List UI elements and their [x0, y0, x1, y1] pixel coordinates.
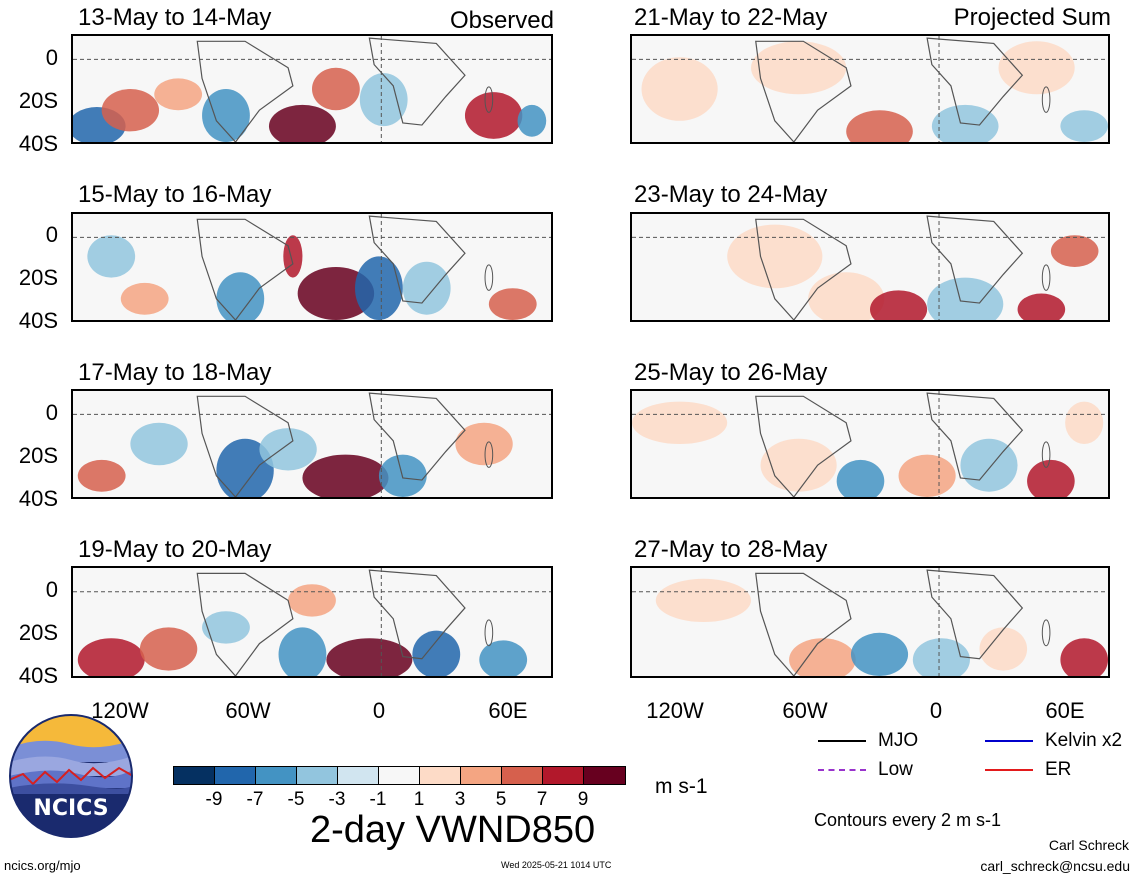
ncics-logo: NCICS	[9, 714, 133, 838]
x-tick-60w: 60W	[225, 698, 271, 723]
colorbar-label: 7	[536, 789, 548, 810]
panel-title-right-1: 21-May to 22-May	[634, 4, 828, 31]
colorbar-box-2	[214, 766, 256, 785]
colorbar-box-4	[296, 766, 338, 785]
legend-low-line	[818, 769, 866, 771]
colorbar-box-8	[460, 766, 502, 785]
legend-kelvin-label: Kelvin x2	[1045, 730, 1123, 751]
projected-sum-label: Projected Sum	[953, 4, 1111, 31]
colorbar-box-6	[378, 766, 420, 785]
map-panel-left-4	[71, 566, 553, 678]
panel-title-left-1: 13-May to 14-May	[78, 4, 272, 31]
colorbar-box-11	[583, 766, 626, 785]
colorbar-label: -7	[246, 789, 264, 810]
y-tick-40s: 40S	[18, 131, 58, 156]
colorbar-box-10	[542, 766, 584, 785]
x-tick-0: 0	[372, 698, 386, 723]
map-panel-right-2	[630, 212, 1110, 322]
colorbar-label: -1	[369, 789, 387, 810]
observed-label: Observed	[449, 7, 554, 34]
y-tick-20s: 20S	[18, 620, 58, 645]
x-tick-60e: 60E	[1045, 698, 1085, 723]
website-link[interactable]: ncics.org/mjo	[4, 858, 81, 873]
legend-er-label: ER	[1045, 759, 1072, 780]
colorbar-label: -9	[205, 789, 223, 810]
colorbar-box-3	[255, 766, 297, 785]
colorbar-units: m s-1	[655, 775, 708, 798]
colorbar-box-5	[337, 766, 379, 785]
contours-note: Contours every 2 m s-1	[814, 810, 1002, 830]
map-panel-left-2	[71, 212, 553, 322]
y-tick-40s: 40S	[18, 308, 58, 333]
y-tick-0: 0	[45, 45, 58, 70]
colorbar-label: 9	[577, 789, 589, 810]
colorbar-label: -3	[328, 789, 346, 810]
author-email[interactable]: carl_schreck@ncsu.edu	[980, 858, 1130, 874]
x-tick-60w: 60W	[782, 698, 828, 723]
panel-title-right-3: 25-May to 26-May	[634, 359, 828, 386]
timestamp: Wed 2025-05-21 1014 UTC	[501, 860, 612, 870]
logo-text: NCICS	[33, 796, 109, 821]
colorbar-box-1	[173, 766, 215, 785]
x-tick-120w: 120W	[91, 698, 149, 723]
x-tick-60e: 60E	[488, 698, 528, 723]
legend-er-line	[985, 769, 1033, 771]
panel-title-left-3: 17-May to 18-May	[78, 359, 272, 386]
colorbar-label: 5	[495, 789, 507, 810]
author-name: Carl Schreck	[1048, 837, 1129, 853]
x-tick-120w: 120W	[646, 698, 704, 723]
colorbar-label: 3	[454, 789, 466, 810]
y-tick-40s: 40S	[18, 486, 58, 511]
colorbar-label: 1	[413, 789, 425, 810]
colorbar-box-7	[419, 766, 461, 785]
colorbar-box-9	[501, 766, 543, 785]
panel-title-left-4: 19-May to 20-May	[78, 536, 272, 563]
y-tick-0: 0	[45, 222, 58, 247]
legend-mjo-line	[818, 740, 866, 742]
map-panel-right-4	[630, 566, 1110, 678]
legend-mjo-label: MJO	[878, 730, 919, 751]
map-panel-right-1	[630, 34, 1110, 144]
y-tick-20s: 20S	[18, 443, 58, 468]
y-tick-20s: 20S	[18, 88, 58, 113]
y-tick-40s: 40S	[18, 663, 58, 688]
colorbar-label: -5	[287, 789, 305, 810]
x-tick-0: 0	[929, 698, 943, 723]
map-panel-right-3	[630, 389, 1110, 499]
y-tick-0: 0	[45, 577, 58, 602]
legend-kelvin-line	[985, 740, 1033, 742]
main-title: 2-day VWND850	[310, 809, 596, 851]
map-panel-left-3	[71, 389, 553, 499]
y-tick-20s: 20S	[18, 265, 58, 290]
panel-title-right-2: 23-May to 24-May	[634, 181, 828, 208]
y-tick-0: 0	[45, 400, 58, 425]
panel-title-right-4: 27-May to 28-May	[634, 536, 828, 563]
legend-low-label: Low	[878, 759, 913, 780]
map-panel-left-1	[71, 34, 553, 144]
panel-title-left-2: 15-May to 16-May	[78, 181, 272, 208]
